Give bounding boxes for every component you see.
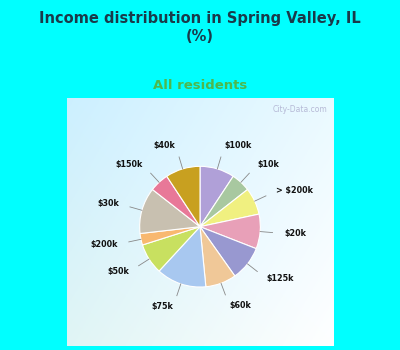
Text: $125k: $125k bbox=[266, 274, 294, 283]
Text: $100k: $100k bbox=[224, 141, 252, 150]
Wedge shape bbox=[140, 227, 200, 245]
Text: $75k: $75k bbox=[151, 302, 173, 311]
Wedge shape bbox=[200, 166, 233, 227]
Wedge shape bbox=[200, 214, 260, 248]
Text: $200k: $200k bbox=[90, 240, 118, 249]
Text: City-Data.com: City-Data.com bbox=[273, 105, 328, 114]
Wedge shape bbox=[142, 227, 200, 271]
Wedge shape bbox=[152, 176, 200, 227]
Text: Income distribution in Spring Valley, IL
(%): Income distribution in Spring Valley, IL… bbox=[39, 10, 361, 44]
Text: $40k: $40k bbox=[154, 141, 176, 150]
Wedge shape bbox=[200, 227, 256, 276]
Text: $60k: $60k bbox=[230, 301, 251, 310]
Wedge shape bbox=[140, 189, 200, 233]
Text: All residents: All residents bbox=[153, 79, 247, 92]
Wedge shape bbox=[200, 189, 259, 227]
Wedge shape bbox=[200, 176, 248, 227]
Text: $10k: $10k bbox=[257, 160, 279, 169]
Wedge shape bbox=[167, 166, 200, 227]
Text: $20k: $20k bbox=[284, 229, 306, 238]
Wedge shape bbox=[159, 227, 206, 287]
Text: $30k: $30k bbox=[97, 199, 119, 208]
Text: > $200k: > $200k bbox=[276, 187, 313, 196]
Text: $150k: $150k bbox=[116, 160, 143, 169]
Text: $50k: $50k bbox=[107, 267, 129, 276]
Wedge shape bbox=[200, 227, 235, 287]
